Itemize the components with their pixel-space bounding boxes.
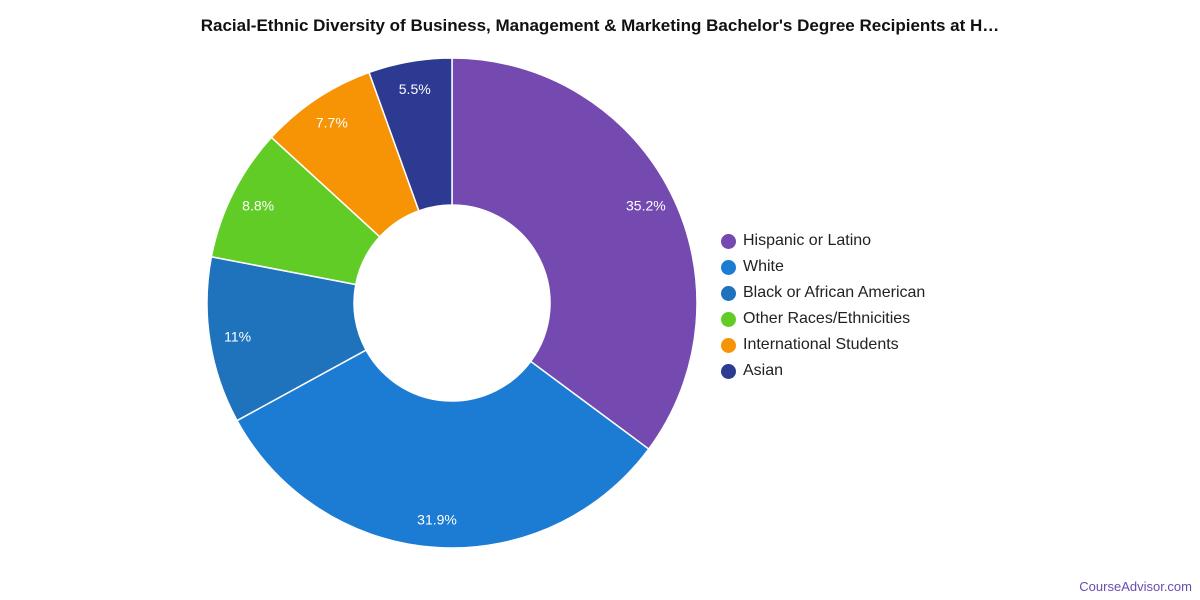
slice-hispanic-or-latino[interactable] [451, 57, 698, 451]
legend-label: White [743, 258, 784, 275]
legend-item[interactable]: Black or African American [721, 280, 925, 306]
legend-item[interactable]: Asian [721, 358, 925, 384]
legend-item[interactable]: Hispanic or Latino [721, 228, 925, 254]
slice-label: 31.9% [417, 511, 457, 527]
chart-legend: Hispanic or Latino White Black or African … [721, 228, 925, 384]
slice-white[interactable] [236, 349, 650, 549]
legend-label: International Students [743, 336, 899, 353]
legend-item[interactable]: White [721, 254, 925, 280]
legend-label: Asian [743, 362, 784, 379]
legend-swatch-icon [721, 363, 736, 379]
slice-asian[interactable] [368, 57, 453, 212]
slice-label: 5.5% [399, 81, 431, 97]
slice-label: 11% [224, 329, 251, 345]
legend-swatch-icon [721, 337, 736, 353]
legend-swatch-icon [721, 259, 736, 275]
slice-label: 35.2% [626, 197, 666, 213]
legend-label: Hispanic or Latino [743, 232, 872, 249]
slice-label: 8.8% [242, 197, 274, 213]
legend-swatch-icon [721, 285, 736, 301]
legend-label: Black or African American [743, 284, 926, 301]
legend-item[interactable]: Other Races/Ethnicities [721, 306, 925, 332]
legend-item[interactable]: International Students [721, 332, 925, 358]
chart-title: Racial-Ethnic Diversity of Business, Man… [200, 16, 1000, 35]
slice-label: 7.7% [316, 114, 348, 130]
legend-swatch-icon [721, 311, 736, 327]
brand-link[interactable]: CourseAdvisor.com [1079, 579, 1192, 594]
legend-label: Other Races/Ethnicities [743, 310, 911, 327]
legend-swatch-icon [721, 233, 736, 249]
